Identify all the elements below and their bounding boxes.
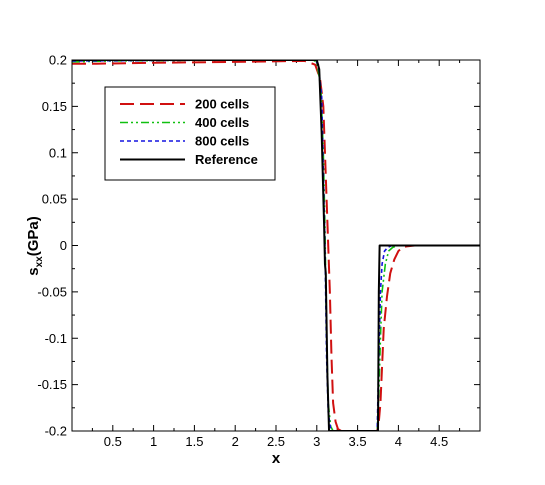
x-tick-label: 4.5 [430,434,448,449]
y-tick-label: -0.2 [45,424,67,439]
x-tick-label: 1.5 [185,434,203,449]
y-tick-label: 0.15 [42,99,67,114]
y-tick-label: -0.05 [37,284,67,299]
legend-entries: 200 cells 400 cells 800 cells Reference [120,97,258,167]
series-line-1 [72,60,480,431]
y-axis-title-sub: xx [34,256,45,268]
y-tick-label: 0.05 [42,192,67,207]
tick-labels: 0.5 1 1.5 2 2.5 3 3.5 4 4.5 0.2 0.15 0.1 0.05 0 -0.05 -… [37,53,448,450]
legend-box [104,86,276,181]
y-tick-label: -0.1 [45,331,67,346]
y-tick-label: -0.15 [37,377,67,392]
y-tick-label: 0 [60,238,67,253]
y-tick-label: 0.2 [49,53,67,68]
x-tick-label: 0.5 [104,434,122,449]
x-tick-label: 1 [150,434,157,449]
y-axis-title-rest: (GPa) [25,216,42,256]
series-lines [72,60,480,431]
x-tick-label: 2 [232,434,239,449]
y-tick-label: 0.1 [49,145,67,160]
legend-label-3: 800 cells [195,134,249,149]
y-axis-title: sxx(GPa) [25,216,45,275]
series-line-4 [72,60,480,431]
x-tick-label: 3 [313,434,320,449]
x-tick-label: 2.5 [267,434,285,449]
plot-frame [71,59,481,432]
x-axis-title: x [272,450,281,467]
legend: 200 cells 400 cells 800 cells Reference [104,86,276,181]
y-axis-title-base: s [25,267,42,275]
x-tick-label: 3.5 [349,434,367,449]
legend-label-2: 400 cells [195,115,249,130]
legend-label-1: 200 cells [195,97,249,112]
x-tick-label: 4 [395,434,402,449]
legend-label-4: Reference [195,152,258,167]
